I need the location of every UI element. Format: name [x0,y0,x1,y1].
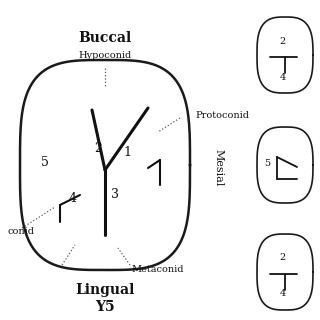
Text: 5: 5 [264,158,270,167]
Text: 2: 2 [280,36,286,45]
Text: 3: 3 [111,188,119,202]
Text: Hypoconid: Hypoconid [78,51,132,60]
Text: 2: 2 [280,253,286,262]
Text: Y5: Y5 [95,300,115,314]
Text: 4: 4 [280,73,286,82]
Text: 4: 4 [280,290,286,299]
Text: 2: 2 [94,141,102,155]
Text: Mesial: Mesial [213,149,223,187]
Text: Buccal: Buccal [78,31,132,45]
Text: 4: 4 [69,191,77,204]
Text: Metaconid: Metaconid [132,266,184,275]
Text: Protoconid: Protoconid [195,110,249,119]
Text: 5: 5 [41,156,49,169]
Text: Lingual: Lingual [75,283,135,297]
Text: conid: conid [8,228,35,236]
Text: 1: 1 [123,146,131,158]
